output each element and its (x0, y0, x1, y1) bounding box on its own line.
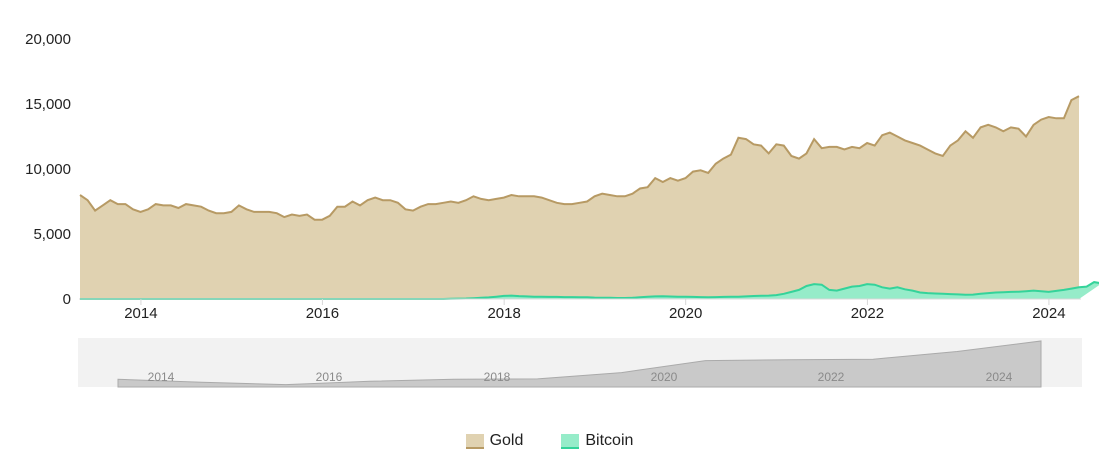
legend-swatch-bitcoin (561, 433, 580, 449)
x-axis: 2014 2016 2018 2020 2022 2024 (124, 299, 1066, 322)
gold-line (79, 95, 1080, 221)
plot-area (79, 95, 1099, 300)
navigator-tick-label: 2016 (316, 370, 343, 384)
legend-swatch-gold (465, 433, 484, 449)
x-tick-label: 2014 (124, 305, 157, 322)
x-tick-label: 2020 (669, 305, 702, 322)
legend-item-gold[interactable]: Gold (465, 432, 524, 450)
navigator-tick-label: 2024 (986, 370, 1013, 384)
navigator-tick-label: 2020 (651, 370, 678, 384)
navigator-tick-label: 2018 (484, 370, 511, 384)
y-tick-label: 10,000 (25, 161, 71, 178)
navigator-tick-label: 2014 (148, 370, 175, 384)
y-axis: 0 5,000 10,000 15,000 20,000 (25, 31, 71, 308)
legend: Gold Bitcoin (0, 432, 1099, 450)
gold-area (80, 96, 1079, 299)
navigator-ticks: 2014 2016 2018 2020 2022 2024 (148, 370, 1013, 384)
x-tick-label: 2024 (1032, 305, 1065, 322)
legend-label-gold: Gold (489, 432, 524, 449)
x-tick-label: 2022 (851, 305, 884, 322)
y-tick-label: 5,000 (33, 226, 71, 243)
y-tick-label: 15,000 (25, 96, 71, 113)
navigator-tick-label: 2022 (818, 370, 845, 384)
bitcoin-area (80, 282, 1099, 299)
x-tick-label: 2018 (487, 305, 520, 322)
y-tick-label: 0 (63, 291, 71, 308)
legend-label-bitcoin: Bitcoin (585, 432, 634, 449)
legend-item-bitcoin[interactable]: Bitcoin (561, 432, 633, 450)
navigator[interactable]: 2014 2016 2018 2020 2022 2024 (78, 338, 1082, 388)
x-tick-label: 2016 (306, 305, 339, 322)
y-tick-label: 20,000 (25, 31, 71, 48)
navigator-series-area (117, 340, 1042, 388)
